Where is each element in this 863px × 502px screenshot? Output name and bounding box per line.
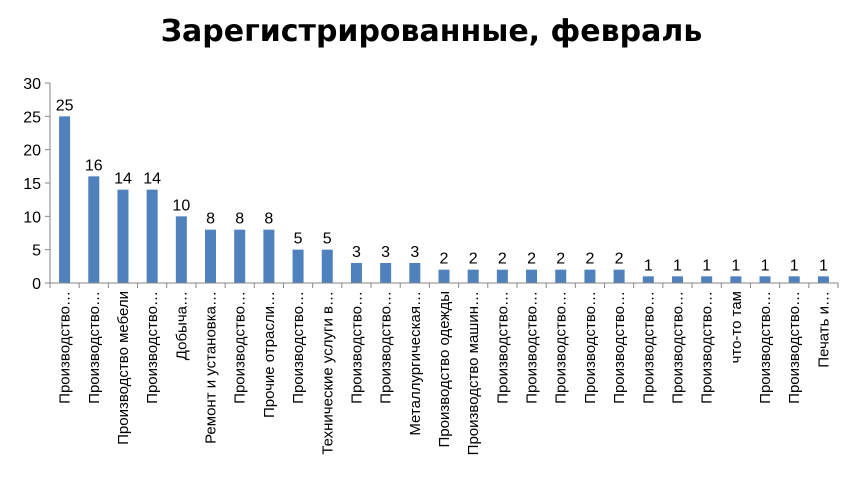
x-tick-label: Производство мебели [115, 291, 132, 445]
x-tick-label: Технические услуги в… [319, 291, 336, 455]
bar [671, 276, 683, 283]
data-label: 2 [440, 251, 449, 268]
data-labels: 25 16 14 14 10 8 8 8 5 5 3 3 3 2 2 2 2 2 2 2 1 1 1 1 1 1 1 [56, 97, 828, 274]
bar [380, 263, 392, 283]
x-axis: Производство… Производство… Производство м… [49, 282, 839, 455]
x-tick-label: Производство… [348, 291, 365, 404]
x-tick-label: Печать и… [815, 291, 832, 368]
x-tick-label: Производство… [640, 291, 657, 404]
data-label: 1 [790, 257, 799, 274]
bar [730, 276, 742, 283]
data-label: 2 [469, 251, 478, 268]
bar [438, 269, 450, 283]
bar [292, 249, 304, 283]
data-label: 1 [819, 257, 828, 274]
bar [175, 216, 187, 283]
bar [117, 189, 129, 283]
data-label: 2 [615, 251, 624, 268]
bar [788, 276, 800, 283]
bar [584, 269, 596, 283]
bar [146, 189, 158, 283]
x-tick-label: Производство… [494, 291, 511, 404]
bar [613, 269, 625, 283]
bar [321, 249, 333, 283]
data-label: 1 [731, 257, 740, 274]
x-tick-label: Производство… [378, 291, 395, 404]
data-label: 2 [556, 251, 565, 268]
y-tick-label: 0 [32, 276, 41, 293]
y-tick-label: 25 [23, 109, 41, 126]
data-label: 1 [761, 257, 770, 274]
data-label: 14 [114, 171, 132, 188]
y-tick-label: 30 [23, 76, 41, 93]
bar [701, 276, 713, 283]
data-label: 1 [644, 257, 653, 274]
data-label: 2 [498, 251, 507, 268]
bar [205, 229, 217, 283]
data-label: 2 [585, 251, 594, 268]
bars [59, 116, 829, 283]
x-tick-label: Производство одежды [436, 291, 453, 447]
x-tick-label: Производство… [290, 291, 307, 404]
bar [88, 176, 100, 283]
y-tick-label: 15 [23, 176, 41, 193]
x-tick-label: Производство… [57, 291, 74, 404]
data-label: 2 [527, 251, 536, 268]
data-label: 8 [264, 211, 273, 228]
x-tick-label: Производство… [232, 291, 249, 404]
bar [350, 263, 362, 283]
y-axis: 0 5 10 15 20 25 30 [23, 76, 51, 293]
data-label: 8 [206, 211, 215, 228]
bar [642, 276, 654, 283]
data-label: 5 [323, 231, 332, 248]
x-tick-label: Прочие отрасли… [261, 291, 278, 418]
x-tick-label: Производство… [86, 291, 103, 404]
data-label: 25 [56, 97, 74, 114]
data-label: 10 [172, 197, 190, 214]
bar [526, 269, 538, 283]
data-label: 3 [352, 244, 361, 261]
x-tick-label: что-то там [728, 291, 745, 363]
bar [59, 116, 71, 283]
x-tick-label: Производство… [144, 291, 161, 404]
x-tick-label: Производство… [786, 291, 803, 404]
x-tick-label: Металлургическая… [407, 291, 424, 436]
data-label: 16 [85, 157, 103, 174]
bar [263, 229, 275, 283]
data-label: 14 [143, 171, 161, 188]
data-label: 5 [294, 231, 303, 248]
data-label: 1 [702, 257, 711, 274]
x-tick-label: Производство… [582, 291, 599, 404]
bar [409, 263, 421, 283]
data-label: 8 [235, 211, 244, 228]
x-tick-label: Добыча… [173, 291, 190, 360]
data-label: 3 [381, 244, 390, 261]
x-tick-label: Производство… [553, 291, 570, 404]
y-tick-label: 5 [32, 243, 41, 260]
bar [234, 229, 246, 283]
chart-title: Зарегистрированные, февраль [160, 14, 703, 49]
bar [817, 276, 829, 283]
x-tick-label: Производство… [699, 291, 716, 404]
bar [467, 269, 479, 283]
data-label: 3 [410, 244, 419, 261]
y-tick-label: 10 [23, 209, 41, 226]
x-tick-label: Производство машин… [465, 291, 482, 455]
data-label: 1 [673, 257, 682, 274]
bar [555, 269, 567, 283]
x-tick-label: Производство… [757, 291, 774, 404]
bar [496, 269, 508, 283]
x-tick-label: Ремонт и установка… [203, 291, 220, 444]
x-tick-label: Производство… [611, 291, 628, 404]
bar [759, 276, 771, 283]
y-tick-label: 20 [23, 143, 41, 160]
x-tick-label: Производство… [524, 291, 541, 404]
x-tick-label: Производство… [669, 291, 686, 404]
